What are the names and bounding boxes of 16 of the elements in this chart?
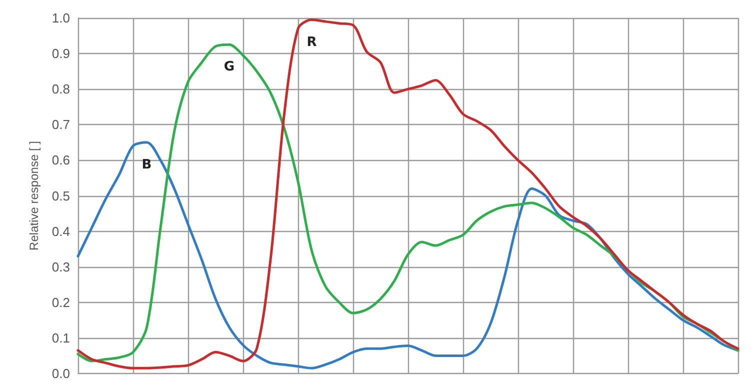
line-series [76, 141, 740, 370]
y-tick-label: 0.6 [52, 152, 70, 168]
y-tick-label: 0.1 [52, 330, 70, 346]
y-tick-label: 0.5 [52, 188, 70, 204]
y-tick-label: 1.0 [52, 10, 70, 26]
y-axis-title: Relative response [ ] [27, 141, 41, 250]
series-label: G [224, 60, 235, 75]
y-tick-label: 0.0 [52, 366, 70, 381]
series-label: B [142, 157, 152, 172]
series-label: R [306, 34, 317, 50]
y-tick-label: 0.9 [52, 46, 70, 62]
y-tick-label: 0.4 [52, 224, 70, 239]
y-tick-label: 0.3 [52, 259, 70, 274]
y-tick-label: 0.2 [52, 294, 70, 310]
y-tick-label: 0.7 [52, 117, 70, 132]
y-tick-label: 0.8 [52, 82, 70, 97]
